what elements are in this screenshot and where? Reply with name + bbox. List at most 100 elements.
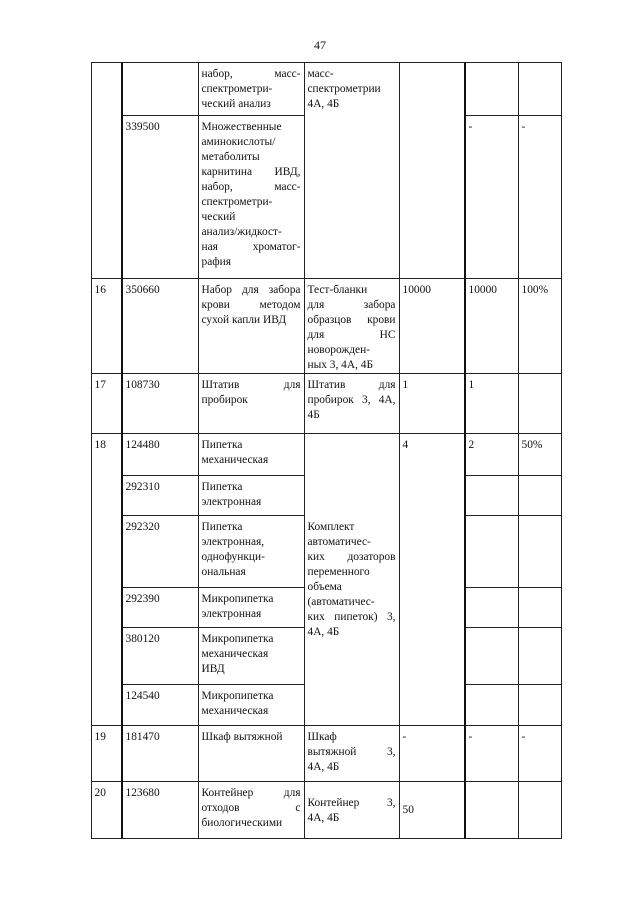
item-name-cell: Пипетка электронная [197, 474, 305, 516]
analog-cell: Шкаф вытяжной 3, 4А, 4Б [303, 724, 400, 782]
item-name-cell: Пипетка механическая [197, 432, 305, 476]
cell-line: Микропипетка [201, 592, 274, 605]
cell-line: биологическими [201, 816, 283, 829]
cell-line: механическая [201, 647, 269, 660]
cell-line: карнитина ИВД, [201, 165, 301, 178]
available-qty-cell: 1 [463, 372, 519, 434]
cell-line: Контейнер 3, [307, 796, 396, 809]
percent-cell [517, 474, 562, 516]
available-qty-cell: 10000 [463, 277, 519, 374]
item-code-cell [120, 61, 199, 116]
row-number: 16 [90, 277, 122, 374]
cell-line: 4А, 4Б [307, 97, 340, 110]
cell-line: набор, масс- [201, 67, 301, 80]
required-qty-cell: 10000 [398, 277, 465, 374]
item-code-cell: 350660 [120, 277, 199, 374]
cell-line: крови методом [201, 298, 301, 311]
cell-line: образцов крови [307, 313, 396, 326]
percent-cell [517, 61, 562, 116]
item-code-cell: 292390 [120, 586, 199, 628]
available-qty-cell [463, 514, 519, 588]
cell-line: ческий [201, 210, 236, 223]
cell-line: Микропипетка [201, 632, 274, 645]
cell-line: автоматичес- [307, 536, 371, 548]
cell-line: ческий анализ [201, 97, 271, 110]
item-name-cell: Штатив для пробирок [197, 372, 305, 434]
analog-cell: Контейнер 3, 4А, 4Б [303, 780, 400, 839]
item-name-cell: Шкаф вытяжной [197, 724, 305, 782]
item-name-cell: Пипетка электронная, однофункци-ональная [197, 514, 305, 588]
cell-line: для НС [307, 328, 396, 341]
available-qty-cell: - [463, 724, 519, 782]
cell-line: 4Б [307, 408, 320, 421]
available-qty-cell [463, 780, 519, 839]
item-name-cell: Микропипетка механическая [197, 683, 305, 726]
cell-line: рафия [201, 255, 231, 268]
cell-line: Комплект [307, 521, 355, 533]
item-code-cell: 181470 [120, 724, 199, 782]
cell-line: ная хроматог- [201, 240, 301, 253]
cell-line: ких пипеток) 3, [307, 611, 396, 623]
cell-line: спектрометри- [201, 82, 273, 95]
cell-line: электронная [201, 607, 262, 620]
available-qty-cell [463, 586, 519, 628]
row-number: 20 [90, 780, 122, 839]
percent-cell: 100% [517, 277, 562, 374]
cell-line: спектрометрии [307, 82, 381, 95]
percent-cell: 50% [517, 432, 562, 476]
required-qty-cell: 4 [398, 432, 465, 726]
cell-line: однофункци- [201, 550, 265, 563]
cell-line: Множественные [201, 120, 282, 133]
percent-cell [517, 372, 562, 434]
cell-line: (автоматичес- [307, 596, 375, 608]
item-name-cell: Микропипетка электронная [197, 586, 305, 628]
cell-line: Пипетка [201, 520, 243, 533]
item-code-cell: 339500 [120, 114, 199, 279]
available-qty-cell: 2 [463, 432, 519, 476]
available-qty-cell: - [463, 114, 519, 279]
required-qty-cell [398, 61, 465, 279]
available-qty-cell [463, 474, 519, 516]
cell-line: Набор для забора [201, 283, 301, 296]
row-number [90, 61, 122, 279]
item-code-cell: 124480 [120, 432, 199, 476]
cell-line: Контейнер для [201, 786, 301, 799]
cell-line: Штатив для [307, 378, 396, 391]
cell-line: Пипетка [201, 438, 243, 451]
available-qty-cell [463, 61, 519, 116]
item-code-cell: 108730 [120, 372, 199, 434]
cell-line: 4А, 4Б [307, 626, 340, 638]
cell-line: 4А, 4Б [307, 760, 340, 773]
available-qty-cell [463, 626, 519, 685]
cell-line: объема [307, 581, 342, 593]
cell-line: масс- [307, 67, 334, 80]
item-name-cell: Микропипетка механическая ИВД [197, 626, 305, 685]
percent-cell [517, 586, 562, 628]
cell-line: набор, масс- [201, 180, 301, 193]
cell-line: Тест-бланки [307, 283, 368, 296]
cell-line: метаболиты [201, 150, 260, 163]
cell-line: аминокислоты/ [201, 135, 276, 148]
row-number: 18 [90, 432, 122, 726]
cell-line: ИВД [201, 662, 225, 675]
cell-line: электронная [201, 495, 262, 508]
percent-cell: - [517, 724, 562, 782]
cell-line: Пипетка [201, 480, 243, 493]
item-code-cell: 292320 [120, 514, 199, 588]
cell-line: механическая [201, 704, 269, 717]
percent-cell: - [517, 114, 562, 279]
cell-line: отходов с [201, 801, 301, 814]
percent-cell [517, 626, 562, 685]
item-name-cell: Контейнер для отходов с биологическими [197, 780, 305, 839]
cell-line: Микропипетка [201, 689, 274, 702]
available-qty-cell [463, 683, 519, 726]
analog-cell: Штатив для пробирок 3, 4А, 4Б [303, 372, 400, 434]
item-code-cell: 123680 [120, 780, 199, 839]
cell-line: ких дозаторов [307, 551, 396, 563]
cell-line: 4А, 4Б [307, 811, 340, 824]
item-name-cell: Множественные аминокислоты/метаболиты карн… [197, 114, 305, 279]
cell-line: сухой капли ИВД [201, 313, 287, 326]
cell-line: ональная [201, 565, 246, 578]
cell-line: электронная, [201, 535, 265, 548]
item-name-cell: набор, масс-спектрометри-ческий анализ [197, 61, 305, 116]
